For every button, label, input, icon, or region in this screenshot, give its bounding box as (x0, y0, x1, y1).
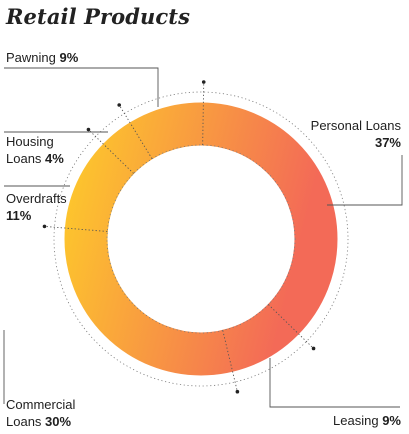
label-value: 9% (59, 50, 78, 65)
label-value: 11% (6, 208, 32, 223)
inner-dotted-circle (106, 144, 296, 334)
label-name: Leasing (333, 413, 382, 428)
label-overdrafts: Overdrafts 11% (6, 191, 67, 223)
label-name: Overdrafts (6, 191, 67, 206)
label-name: Loans (6, 414, 45, 429)
segment-layer (64, 103, 337, 376)
label-value: 4% (45, 151, 64, 166)
label-housing-loans: Housing Loans 4% (6, 134, 64, 166)
segment-personal-loans (203, 103, 338, 335)
donut-ring (64, 102, 338, 376)
divider-end-dot (201, 80, 206, 84)
divider-end-dot (42, 224, 47, 229)
divider-end-dot (117, 103, 122, 107)
label-leasing: Leasing 9% (333, 413, 401, 428)
label-name: Commercial (6, 397, 75, 412)
label-personal-loans: Personal Loans 37% (311, 118, 402, 150)
label-pawning: Pawning 9% (6, 50, 79, 65)
label-value: 9% (382, 413, 401, 428)
segment-labels: Pawning 9% Housing Loans 4% Overdrafts 11% Co… (6, 50, 401, 429)
leader-lines (3, 67, 403, 408)
divider-end-dot (86, 127, 91, 132)
divider-end-dot (311, 346, 316, 351)
chart-title: Retail Products (6, 4, 191, 29)
divider-end-dot (235, 389, 240, 394)
label-value: 30% (45, 414, 71, 429)
callout-leader-line (4, 67, 159, 107)
segment-commercial-loans (64, 228, 232, 375)
label-name: Loans (6, 151, 45, 166)
label-name: Housing (6, 134, 54, 149)
label-name: Pawning (6, 50, 59, 65)
label-name: Personal Loans (311, 118, 402, 133)
outer-dotted-circle (53, 91, 349, 387)
callout-leader-line (269, 358, 400, 408)
label-commercial-loans: Commercial Loans 30% (6, 397, 75, 429)
callout-leader-line (327, 155, 403, 206)
label-value: 37% (375, 135, 401, 150)
